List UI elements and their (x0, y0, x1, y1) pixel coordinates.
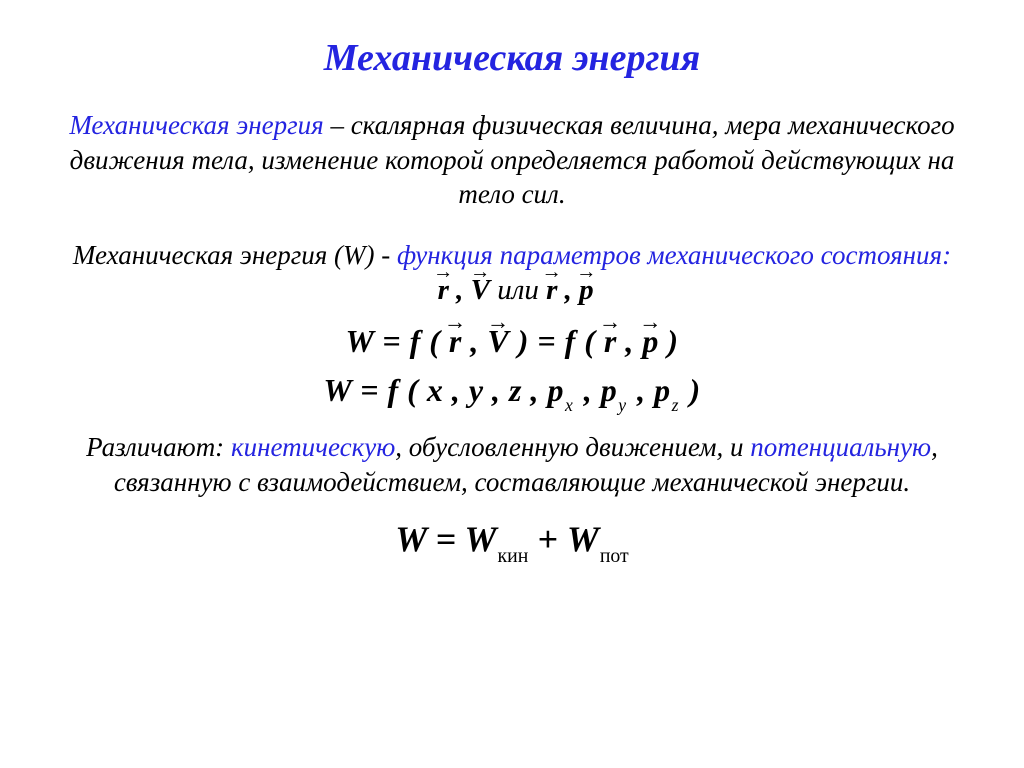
eq2-x: x (427, 372, 444, 408)
equation-2: W = f ( x , y , z , px , py , pz ) (40, 372, 984, 413)
eq2-c4: , (575, 372, 601, 408)
eq1-W: W (345, 323, 373, 359)
eq2-c3: , (522, 372, 548, 408)
vectors-inline: r , V или r , p (430, 272, 593, 310)
eq2-subx: x (565, 395, 573, 415)
eq1-eq1: = (374, 323, 410, 359)
function-paragraph: Механическая энергия (W) - функция парам… (40, 238, 984, 312)
eq1-eq2: = (529, 323, 565, 359)
equation-3: W = Wкин + Wпот (40, 518, 984, 565)
types-mid1: , обусловленную движением, и (395, 432, 750, 462)
types-paragraph: Различают: кинетическую, обусловленную д… (40, 430, 984, 500)
eq3-eq: = (427, 519, 465, 559)
types-pot: потенциальную (750, 432, 931, 462)
definition-paragraph: Механическая энергия – скалярная физичес… (40, 108, 984, 212)
eq1-f2: f (565, 323, 576, 359)
eq3-Wp: W (567, 519, 599, 559)
eq2-subz: z (672, 395, 679, 415)
eq2-eq: = (352, 372, 388, 408)
eq2-z: z (509, 372, 522, 408)
definition-dash: – (324, 110, 351, 140)
eq2-W: W (323, 372, 351, 408)
eq3-subp: пот (600, 545, 629, 567)
eq3-W: W (395, 519, 426, 559)
eq3-Wk: W (465, 519, 497, 559)
vec-r: r (438, 272, 449, 310)
eq1-f1: f (410, 323, 421, 359)
eq1-r2: r (604, 323, 617, 360)
eq1-r1: r (449, 323, 462, 360)
or-text: или (490, 274, 546, 306)
function-prefix: Механическая энергия (W) - (73, 240, 397, 270)
eq2-pz: p (654, 372, 671, 408)
eq2-c5: , (629, 372, 655, 408)
eq1-V: V (487, 323, 509, 360)
eq2-suby: y (618, 395, 626, 415)
eq2-f: f (388, 372, 399, 408)
definition-lead: Механическая энергия (69, 110, 323, 140)
eq2-lp: ( (399, 372, 427, 408)
vec-r2: r (546, 272, 557, 310)
eq1-rp1: ) (509, 323, 529, 359)
eq2-px: p (547, 372, 564, 408)
page-title: Механическая энергия (40, 36, 984, 80)
eq2-rp: ) (681, 372, 701, 408)
vec-p: p (579, 272, 594, 310)
eq1-p: p (642, 323, 659, 360)
eq2-c1: , (443, 372, 469, 408)
equation-1: W = f ( r , V ) = f ( r , p ) (40, 323, 984, 360)
eq2-c2: , (484, 372, 510, 408)
types-kin: кинетическую (231, 432, 395, 462)
eq3-subk: кин (498, 545, 529, 567)
eq2-py: p (601, 372, 618, 408)
eq2-y: y (469, 372, 484, 408)
types-pref: Различают: (86, 432, 231, 462)
eq3-plus: + (528, 519, 567, 559)
vec-V: V (471, 272, 490, 310)
